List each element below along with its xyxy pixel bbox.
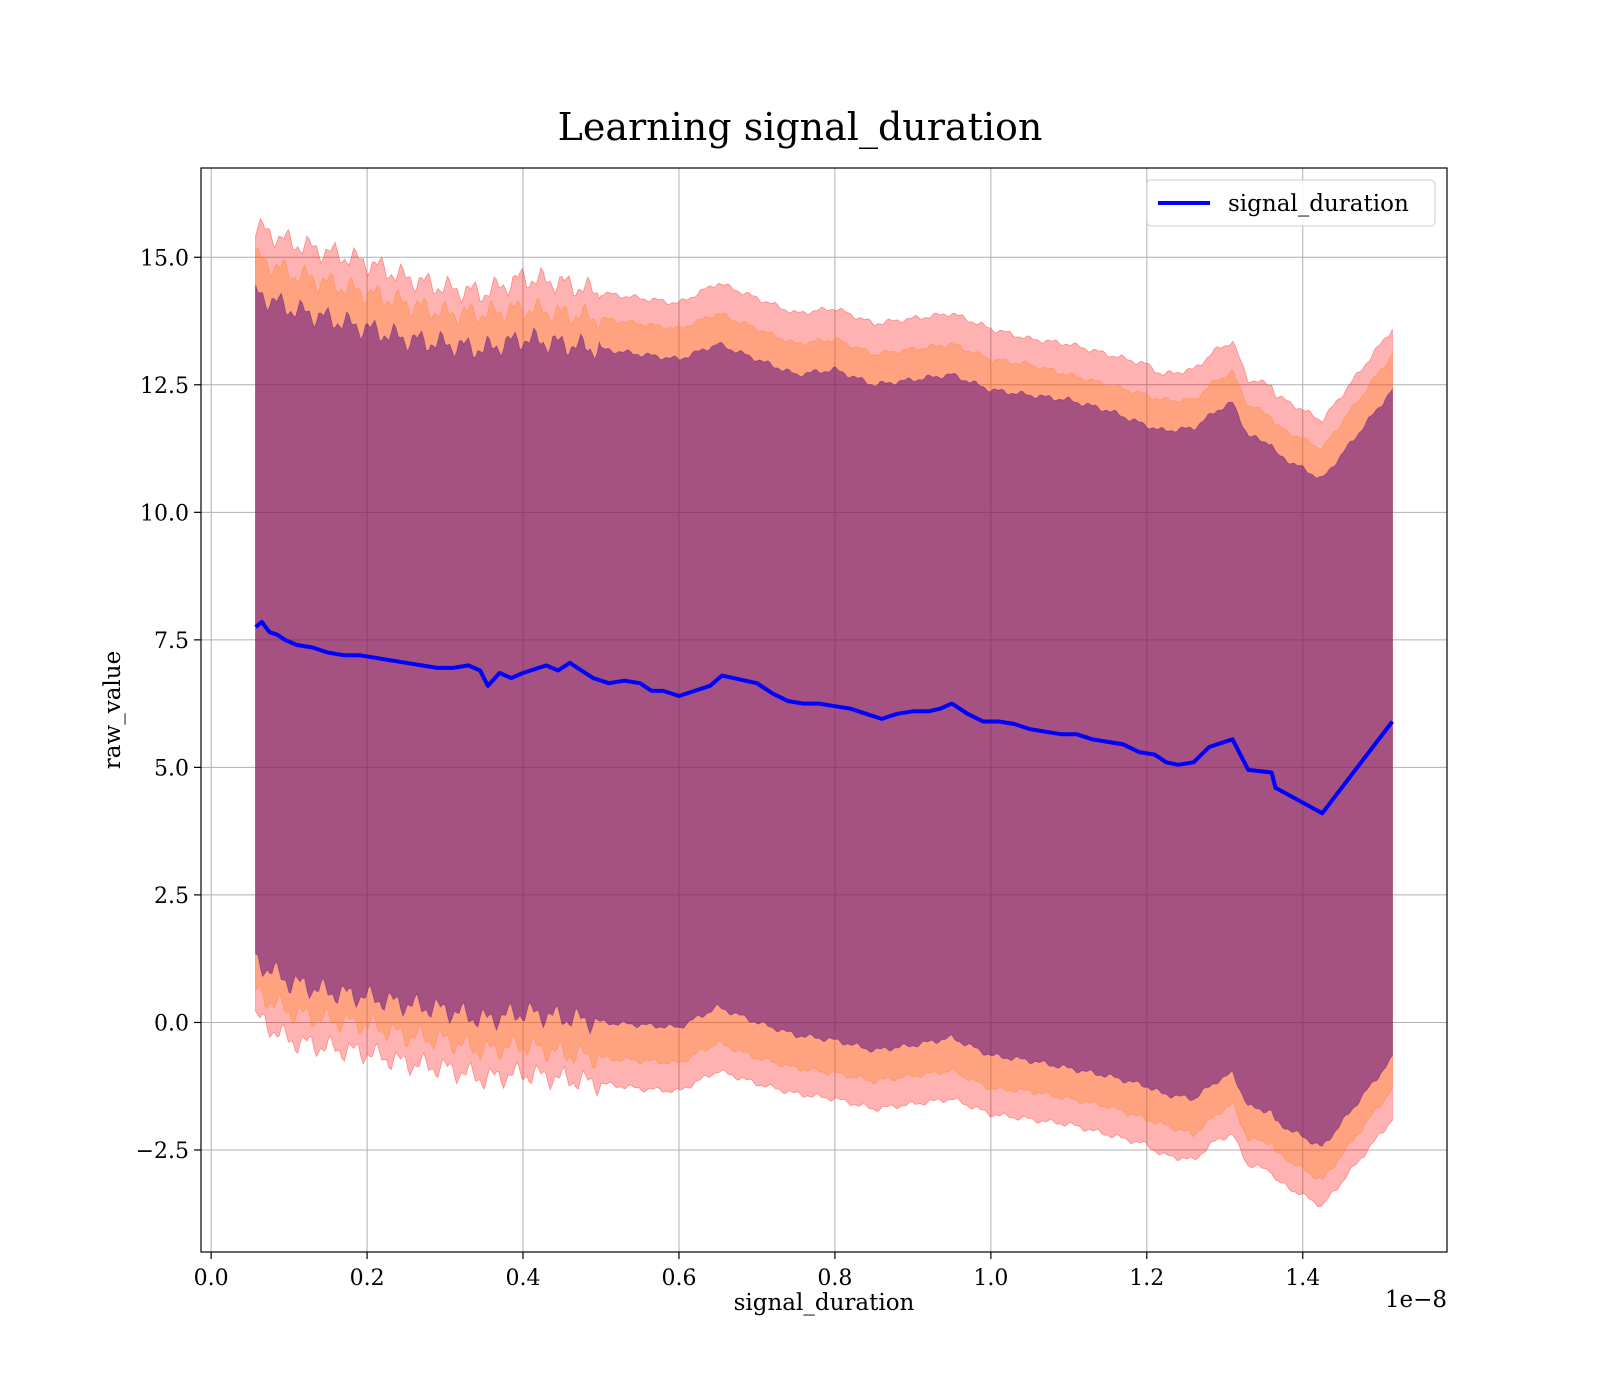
y-tick-label: 0.0 bbox=[154, 1011, 189, 1036]
x-tick-label: 0.4 bbox=[506, 1266, 541, 1291]
chart-title: Learning signal_duration bbox=[558, 105, 1043, 150]
x-tick-label: 0.2 bbox=[350, 1266, 385, 1291]
y-axis-ticks: −2.5 0.0 2.5 5.0 7.5 10.0 12.5 15.0 bbox=[136, 246, 201, 1164]
series-line-signal-duration bbox=[254, 620, 1394, 816]
y-tick-label: 12.5 bbox=[140, 374, 189, 399]
x-tick-label: 0.8 bbox=[817, 1266, 852, 1291]
legend-entry-label: signal_duration bbox=[1228, 191, 1409, 217]
x-axis-offset-label: 1e−8 bbox=[1385, 1287, 1447, 1313]
x-axis-label: signal_duration bbox=[734, 1290, 915, 1316]
band-inner bbox=[255, 284, 1393, 1147]
y-tick-label: −2.5 bbox=[136, 1139, 189, 1164]
plot-area-frame bbox=[200, 167, 1448, 1253]
legend-box bbox=[1146, 179, 1436, 227]
confidence-bands bbox=[255, 217, 1393, 1208]
x-axis-ticks: 0.0 0.2 0.4 0.6 0.8 1.0 1.2 1.4 bbox=[194, 1252, 1320, 1291]
x-tick-label: 0.0 bbox=[194, 1266, 229, 1291]
y-axis-label: raw_value bbox=[100, 651, 126, 769]
x-tick-label: 1.0 bbox=[973, 1266, 1008, 1291]
x-tick-label: 0.6 bbox=[661, 1266, 696, 1291]
y-tick-label: 5.0 bbox=[154, 756, 189, 781]
x-tick-label: 1.4 bbox=[1285, 1266, 1320, 1291]
x-tick-label: 1.2 bbox=[1129, 1266, 1164, 1291]
y-tick-label: 15.0 bbox=[140, 246, 189, 271]
legend: signal_duration bbox=[1146, 179, 1436, 227]
y-tick-label: 10.0 bbox=[140, 501, 189, 526]
series-lines bbox=[254, 620, 1394, 816]
y-tick-label: 7.5 bbox=[154, 629, 189, 654]
y-tick-label: 2.5 bbox=[154, 884, 189, 909]
